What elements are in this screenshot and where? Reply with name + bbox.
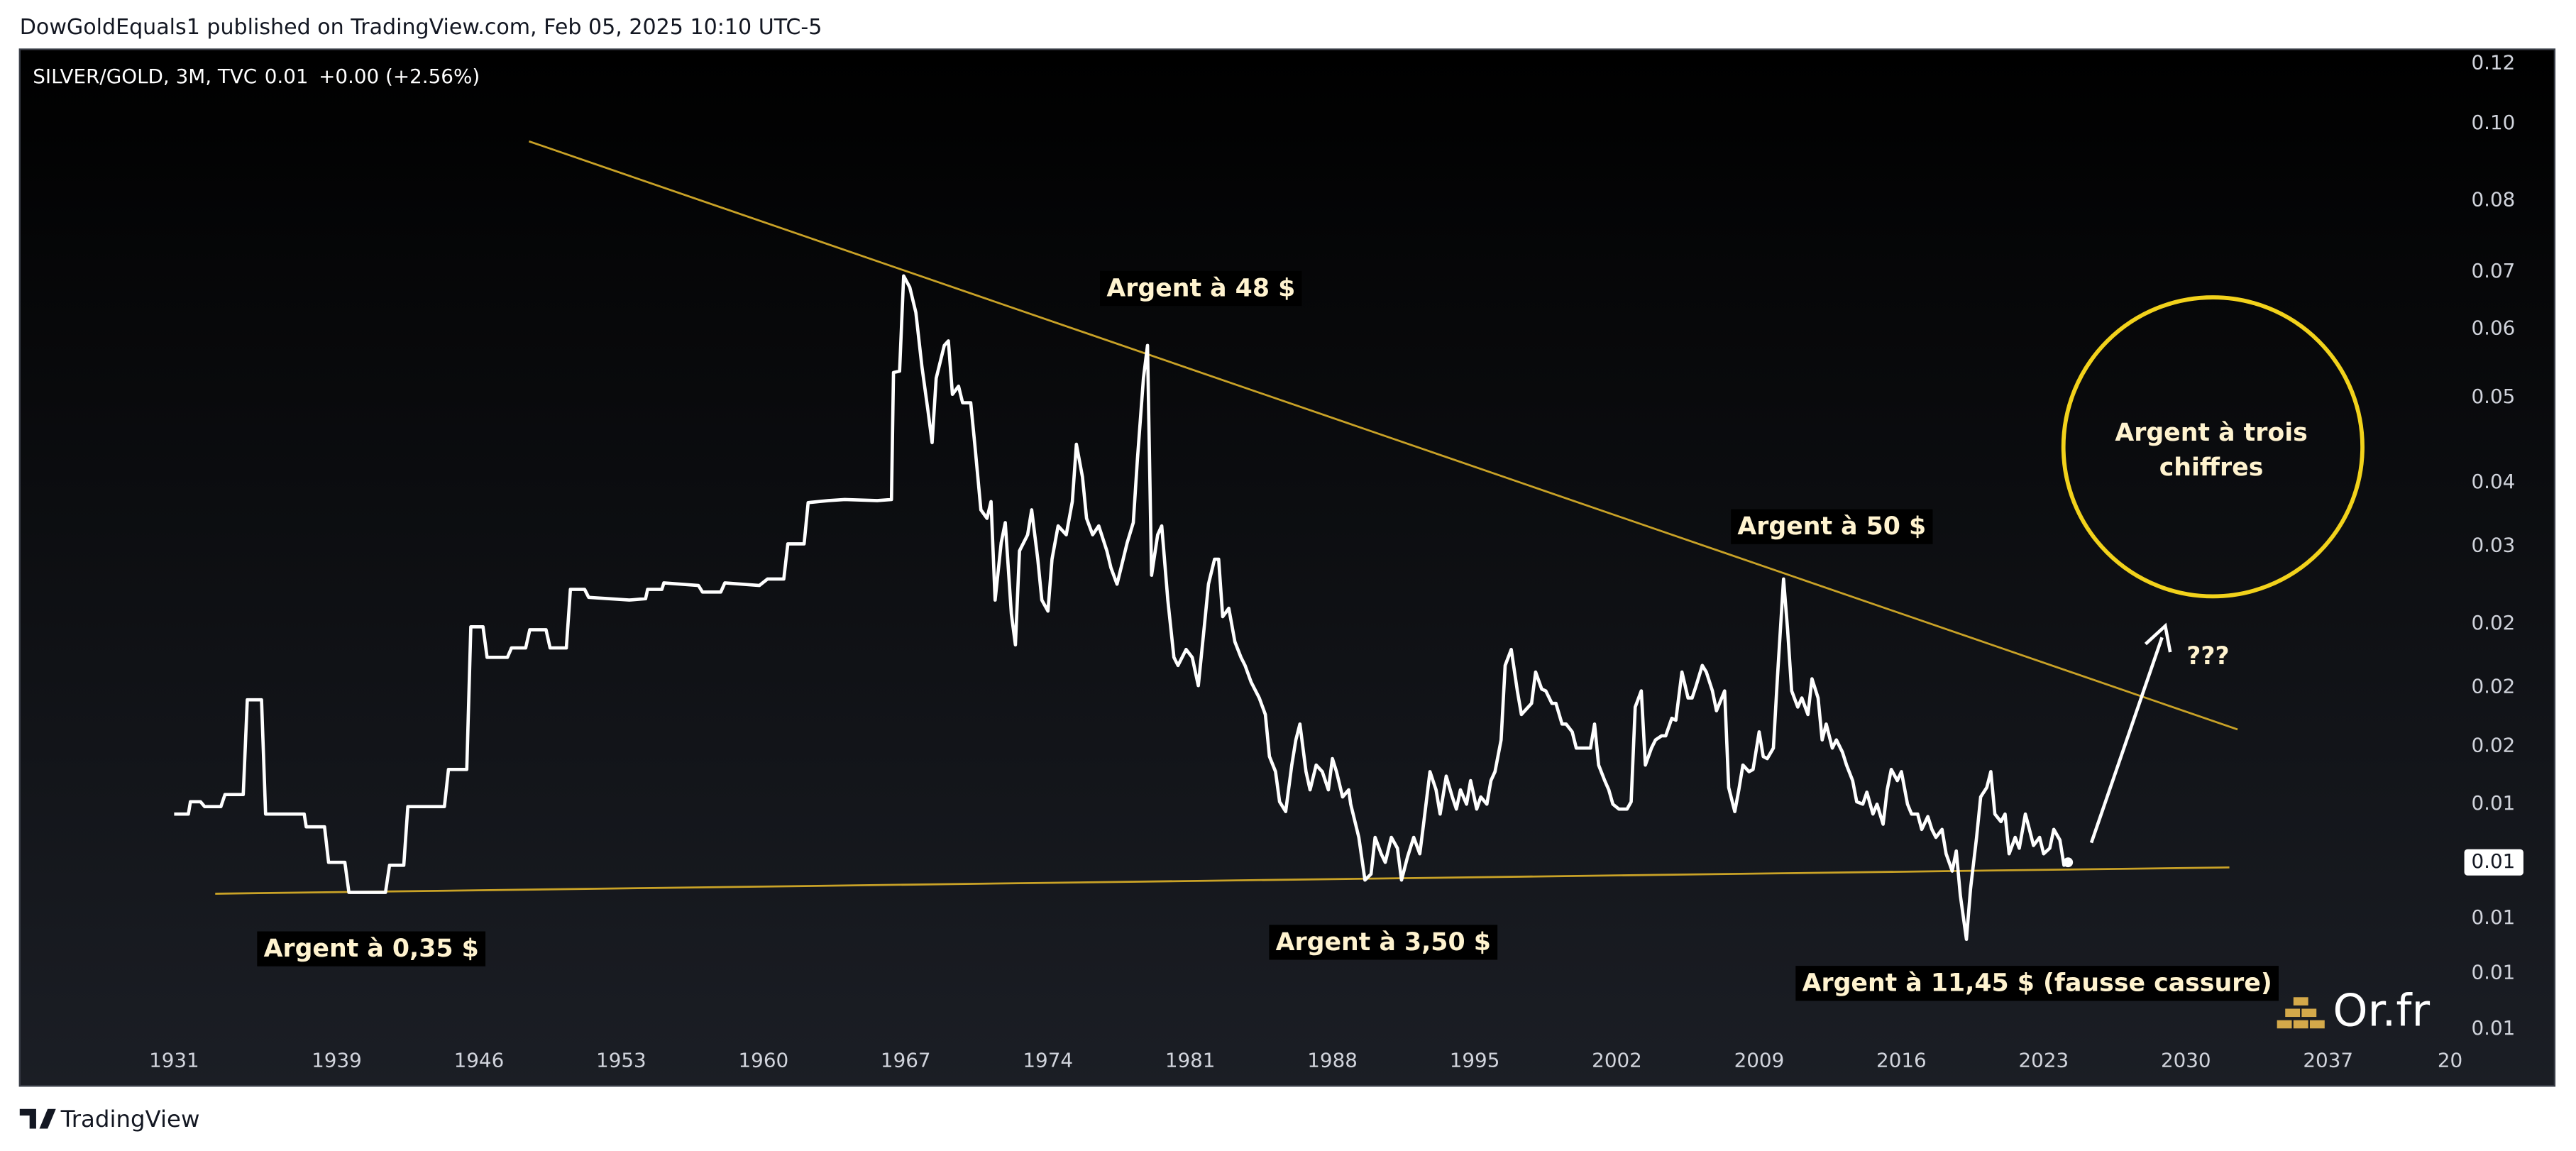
x-tick-label: 1967 <box>881 1049 931 1072</box>
y-tick-label: 0.10 <box>2472 111 2516 134</box>
legend-symbol: SILVER/GOLD, 3M, TVC <box>33 65 257 88</box>
x-tick-label: 2023 <box>2018 1049 2069 1072</box>
brand-name: TradingView <box>60 1106 200 1133</box>
brand-logo <box>19 1108 56 1129</box>
legend-change: +0.00 (+2.56%) <box>319 65 480 88</box>
annotation: Argent à 11,45 $ (fausse cassure) <box>1802 969 2272 998</box>
gold-bar <box>2277 1020 2292 1029</box>
circle-annotation: Argent à trois <box>2115 419 2307 447</box>
annotation: Argent à 0,35 $ <box>264 935 479 963</box>
circle-annotation: chiffres <box>2159 453 2264 482</box>
annotation: Argent à 3,50 $ <box>1276 928 1491 957</box>
last-price-box <box>2464 849 2523 876</box>
x-tick-label: 2016 <box>1876 1049 1927 1072</box>
y-tick-label: 0.04 <box>2472 470 2516 493</box>
watermark-logo <box>2277 997 2325 1029</box>
price-line <box>174 274 2069 942</box>
y-tick-label: 0.08 <box>2472 187 2516 211</box>
x-tick-label: 2002 <box>1592 1049 1642 1072</box>
x-tick-label: 1988 <box>1307 1049 1358 1072</box>
y-tick-label: 0.02 <box>2472 675 2516 698</box>
annotation-background <box>1795 966 2279 1001</box>
annotation: Argent à 50 $ <box>1737 512 1926 541</box>
y-tick-label: 0.12 <box>2472 51 2516 75</box>
x-tick-label: 1931 <box>149 1049 199 1072</box>
y-tick-label: 0.06 <box>2472 316 2516 339</box>
annotation: Argent à 48 $ <box>1106 274 1295 302</box>
y-tick-label: 0.02 <box>2472 611 2516 634</box>
chart-pane <box>18 48 2556 1087</box>
x-tick-label: 1960 <box>738 1049 788 1072</box>
target-circle <box>2061 295 2365 599</box>
publisher-line: DowGoldEquals1 published on TradingView.… <box>20 15 822 40</box>
gold-bar <box>2285 1008 2301 1018</box>
y-tick-label: 0.02 <box>2472 733 2516 756</box>
x-tick-label: 1946 <box>454 1049 505 1072</box>
y-tick-label: 0.01 <box>2472 905 2516 929</box>
x-tick-label: 2037 <box>2303 1049 2353 1072</box>
y-tick-label: 0.07 <box>2472 259 2516 282</box>
annotation: ??? <box>2186 642 2229 671</box>
gold-bar <box>2309 1020 2325 1029</box>
gold-bar <box>2293 997 2308 1006</box>
y-tick-label: 0.01 <box>2472 1016 2516 1040</box>
legend-price: 0.01 <box>265 65 309 88</box>
x-tick-label: 2030 <box>2161 1049 2211 1072</box>
x-tick-label: 1981 <box>1165 1049 1216 1072</box>
x-tick-label: 1995 <box>1450 1049 1500 1072</box>
annotation-background <box>1100 270 1302 307</box>
watermark: Or.fr <box>2333 985 2430 1037</box>
gold-bar <box>2293 1020 2308 1029</box>
x-tick-label: 2009 <box>1734 1049 1785 1072</box>
y-tick-label: 0.05 <box>2472 385 2516 408</box>
annotation-background <box>1731 509 1933 544</box>
projection-arrow <box>2089 637 2164 844</box>
gold-bar <box>2301 1008 2317 1018</box>
last-point <box>2063 857 2074 868</box>
annotation-background <box>1269 925 1498 960</box>
y-tick-label: 0.01 <box>2472 960 2516 984</box>
y-tick-label: 0.03 <box>2472 534 2516 557</box>
last-price-label: 0.01 <box>2472 849 2516 873</box>
resistance-trendline <box>528 140 2238 731</box>
y-tick-label: 0.01 <box>2472 791 2516 815</box>
x-tick-label: 1939 <box>312 1049 362 1072</box>
arrow-head <box>2144 622 2172 653</box>
annotation-background <box>257 931 486 966</box>
x-tick-label: 20 <box>2438 1049 2462 1072</box>
x-tick-label: 1953 <box>596 1049 646 1072</box>
support-trendline <box>215 866 2230 895</box>
x-tick-label: 1974 <box>1023 1049 1073 1072</box>
